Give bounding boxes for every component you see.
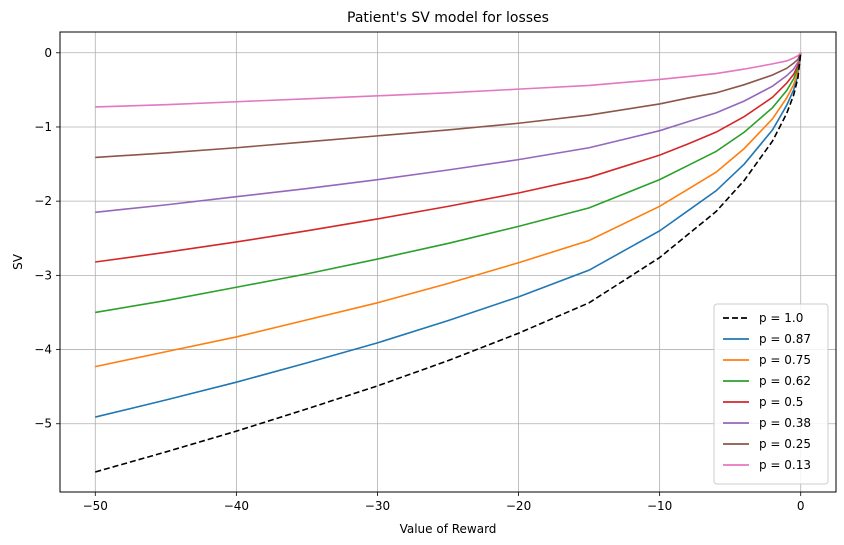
grid <box>60 32 836 492</box>
legend-label: p = 0.62 <box>759 374 811 388</box>
series-line <box>95 52 802 159</box>
legend-label: p = 0.5 <box>759 395 803 409</box>
y-axis-title: SV <box>11 253 25 270</box>
plot-series <box>95 52 802 473</box>
plot-frame <box>59 31 837 493</box>
legend-label: p = 0.25 <box>759 437 811 451</box>
y-tick-label: 0 <box>44 46 52 60</box>
legend-label: p = 0.75 <box>759 353 811 367</box>
legend-label: p = 0.13 <box>759 458 811 472</box>
legend: p = 1.0 p = 0.87 p = 0.75 p = 0.62 p = 0.5 p … <box>713 303 829 485</box>
legend-label: p = 1.0 <box>759 311 803 325</box>
series-line <box>95 52 802 418</box>
chart-title: Patient's SV model for losses <box>347 10 549 26</box>
x-tick-label: −40 <box>224 499 249 513</box>
y-tick-label: −1 <box>34 120 52 134</box>
axis-ticks: −50 −40 −30 −20 −10 0 0 −1 −2 −3 −4 −5 <box>34 46 804 513</box>
series-line <box>95 52 802 473</box>
legend-label: p = 0.87 <box>759 332 811 346</box>
y-tick-label: −4 <box>34 343 52 357</box>
legend-label: p = 0.38 <box>759 416 811 430</box>
series-line <box>95 52 802 368</box>
x-tick-label: 0 <box>797 499 805 513</box>
y-tick-label: −3 <box>34 268 52 282</box>
x-tick-label: −30 <box>365 499 390 513</box>
x-tick-label: −20 <box>506 499 531 513</box>
legend-box <box>713 303 829 485</box>
y-tick-label: −5 <box>34 417 52 431</box>
series-line <box>95 52 802 314</box>
series-line <box>95 52 802 214</box>
series-line <box>95 52 802 108</box>
x-axis-title: Value of Reward <box>400 522 497 536</box>
x-tick-label: −10 <box>647 499 672 513</box>
x-tick-label: −50 <box>83 499 108 513</box>
series-line <box>95 52 802 263</box>
y-tick-label: −2 <box>34 194 52 208</box>
